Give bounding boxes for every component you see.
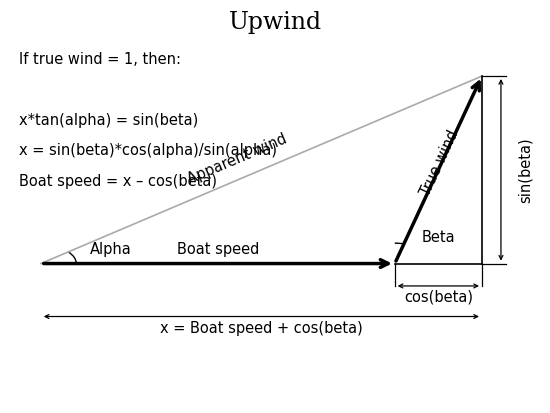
Text: Upwind: Upwind bbox=[228, 11, 322, 34]
Text: True wind: True wind bbox=[418, 127, 461, 198]
Text: cos(beta): cos(beta) bbox=[404, 289, 473, 304]
Text: Boat speed = x – cos(beta): Boat speed = x – cos(beta) bbox=[19, 174, 217, 189]
Text: x = sin(beta)*cos(alpha)/sin(alpha): x = sin(beta)*cos(alpha)/sin(alpha) bbox=[19, 143, 277, 158]
Text: Alpha: Alpha bbox=[90, 242, 131, 257]
Text: Apparent wind: Apparent wind bbox=[185, 131, 289, 187]
Text: x = Boat speed + cos(beta): x = Boat speed + cos(beta) bbox=[160, 320, 363, 336]
Text: If true wind = 1, then:: If true wind = 1, then: bbox=[19, 52, 181, 66]
Text: sin(beta): sin(beta) bbox=[518, 137, 533, 203]
Text: x*tan(alpha) = sin(beta): x*tan(alpha) = sin(beta) bbox=[19, 113, 199, 128]
Text: Beta: Beta bbox=[422, 230, 455, 245]
Text: Boat speed: Boat speed bbox=[177, 242, 259, 257]
